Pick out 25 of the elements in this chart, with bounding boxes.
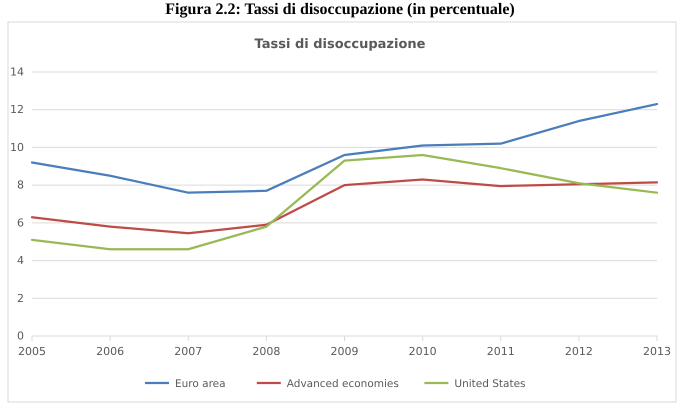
line-series bbox=[30, 178, 658, 234]
x-tick-label: 2010 bbox=[408, 344, 437, 358]
x-tick-label: 2006 bbox=[96, 344, 124, 358]
y-tick-label: 14 bbox=[10, 66, 24, 79]
legend-label: Euro area bbox=[175, 378, 226, 390]
x-tick-label: 2008 bbox=[252, 344, 280, 358]
x-tick-label: 2007 bbox=[174, 344, 202, 358]
line-series bbox=[30, 102, 658, 194]
chart-subtitle: Tassi di disoccupazione bbox=[254, 37, 426, 52]
legend-label: Advanced economies bbox=[286, 378, 399, 390]
line-series bbox=[30, 154, 658, 250]
y-tick-label: 12 bbox=[10, 103, 24, 116]
y-tick-label: 8 bbox=[17, 178, 24, 192]
y-tick-label: 2 bbox=[17, 292, 24, 305]
legend-label: United States bbox=[454, 378, 526, 390]
x-tick-label: 2011 bbox=[486, 344, 515, 358]
x-tick-label: 2012 bbox=[564, 344, 593, 358]
y-tick-label: 6 bbox=[17, 216, 24, 230]
x-tick-label: 2013 bbox=[643, 344, 671, 358]
y-tick-label: 10 bbox=[10, 140, 24, 154]
y-tick-label: 0 bbox=[17, 330, 24, 343]
x-tick-label: 2009 bbox=[330, 344, 358, 358]
chart-title: Figura 2.2: Tassi di disoccupazione (in percentuale) bbox=[165, 1, 515, 18]
y-tick-label: 4 bbox=[17, 254, 24, 268]
x-tick-label: 2005 bbox=[18, 344, 46, 358]
